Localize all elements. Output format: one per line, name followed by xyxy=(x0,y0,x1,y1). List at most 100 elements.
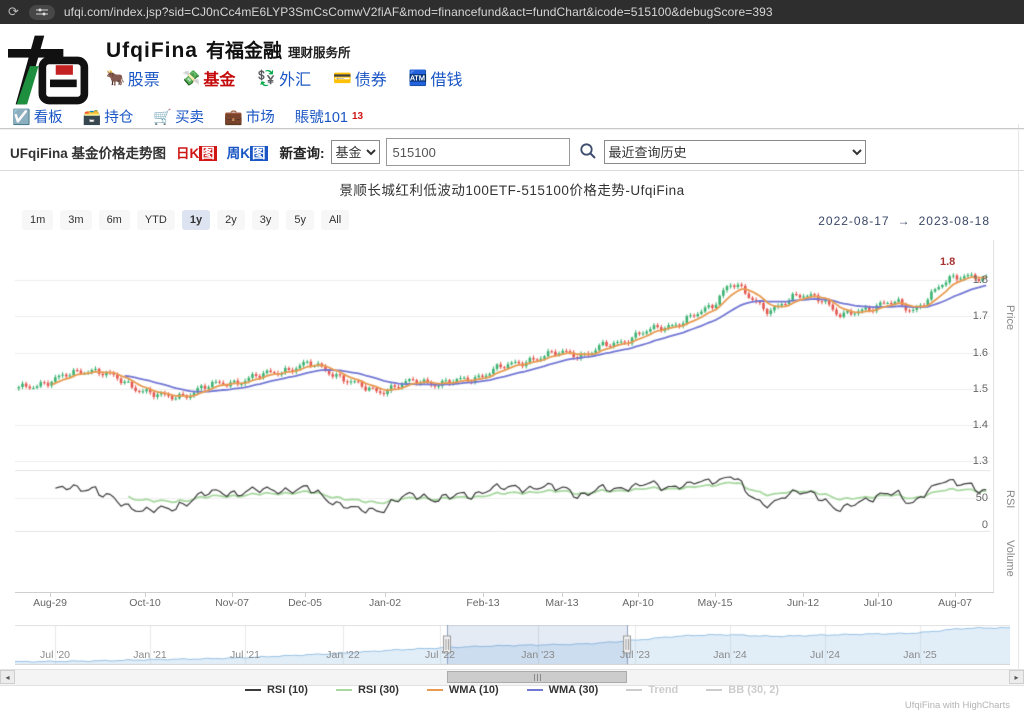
brand-tagline: 理财服务所 xyxy=(288,46,351,60)
legend-item-rsi-10-[interactable]: RSI (10) xyxy=(244,684,308,696)
x-tick-mark xyxy=(232,592,233,597)
nav-item-stocks[interactable]: 🐂 股票 xyxy=(106,66,160,90)
x-tick-label: Mar-13 xyxy=(545,597,579,609)
price-tick-label: 1.4 xyxy=(972,418,988,431)
range-button-2y[interactable]: 2y xyxy=(217,210,245,230)
nav-item-trade[interactable]: 🛒 买卖 xyxy=(153,106,204,127)
fund-code-input[interactable] xyxy=(385,138,570,166)
legend-swatch xyxy=(706,689,723,691)
price-chart-canvas[interactable] xyxy=(15,240,990,468)
legend-item-bb-30-2-[interactable]: BB (30, 2) xyxy=(706,684,779,696)
price-axis-title: Price xyxy=(1004,305,1016,331)
query-history-select[interactable]: 最近查询历史 xyxy=(603,140,866,164)
nav-item-watchboard[interactable]: ☑️ 看板 xyxy=(12,106,63,127)
brand-line: UfqiFina 有福金融 理财服务所 xyxy=(106,36,351,63)
range-button-5y[interactable]: 5y xyxy=(286,210,314,230)
nav-item-label: 借钱 xyxy=(430,72,463,89)
nav-item-forex[interactable]: 💱 外汇 xyxy=(257,66,311,90)
price-tick-label: 1.5 xyxy=(972,382,988,395)
watchboard-icon: ☑️ xyxy=(12,108,31,126)
nav-item-label: 基金 xyxy=(203,72,236,89)
legend-swatch xyxy=(244,689,261,691)
x-tick-mark xyxy=(638,592,639,597)
search-button[interactable] xyxy=(578,142,598,162)
brand-name: UfqiFina xyxy=(106,39,198,62)
daily-k-link[interactable]: 日K 图 xyxy=(176,146,217,161)
horizontal-scrollbar[interactable]: ◂ ▸ xyxy=(0,669,1024,686)
toolbar-title: UFqiFina 基金价格走势图 xyxy=(10,146,166,161)
range-button-3m[interactable]: 3m xyxy=(60,210,92,230)
site-settings-pill[interactable] xyxy=(28,4,55,20)
toolbar-divider xyxy=(0,170,1024,171)
range-button-6m[interactable]: 6m xyxy=(98,210,130,230)
tune-icon xyxy=(35,8,48,16)
date-from[interactable]: 2022-08-17 xyxy=(818,214,890,228)
x-tick-label: Oct-10 xyxy=(129,597,161,609)
scroll-left-arrow[interactable]: ◂ xyxy=(0,670,15,684)
x-tick-mark xyxy=(145,592,146,597)
x-tick-label: Jun-12 xyxy=(786,597,820,609)
x-tick-label: Nov-07 xyxy=(215,597,249,609)
x-tick-label: Aug-29 xyxy=(33,597,67,609)
nav-item-positions[interactable]: 🗃️ 持仓 xyxy=(83,106,134,127)
nav-item-market[interactable]: 💼 市场 xyxy=(224,106,275,127)
scroll-right-arrow[interactable]: ▸ xyxy=(1009,670,1024,684)
nav-item-account[interactable]: 賬號101 13 xyxy=(295,106,363,127)
navigator-tick-label: Jan '23 xyxy=(521,649,555,661)
chart-credit: UfqiFina with HighCharts xyxy=(904,700,1010,711)
range-button-ytd[interactable]: YTD xyxy=(136,210,175,230)
x-tick-mark xyxy=(878,592,879,597)
ufqi-logo[interactable] xyxy=(8,34,92,106)
x-tick-mark xyxy=(385,592,386,597)
range-button-1m[interactable]: 1m xyxy=(22,210,54,230)
range-button-3y[interactable]: 3y xyxy=(251,210,280,230)
rsi-tick-label: 50 xyxy=(975,492,988,505)
nav-item-bonds[interactable]: 💳 债券 xyxy=(333,66,387,90)
plot-right-border xyxy=(993,240,994,592)
nav-item-funds[interactable]: 💸 基金 xyxy=(182,66,236,90)
x-tick-label: Apr-10 xyxy=(622,597,654,609)
x-tick-mark xyxy=(50,592,51,597)
funds-icon: 💸 xyxy=(181,70,201,87)
x-tick-mark xyxy=(715,592,716,597)
date-to[interactable]: 2023-08-18 xyxy=(918,214,990,228)
rsi-chart-canvas[interactable] xyxy=(15,470,990,532)
refresh-icon[interactable]: ⟳ xyxy=(8,4,19,19)
bonds-icon: 💳 xyxy=(333,70,352,87)
new-query-label: 新查询: xyxy=(279,146,325,161)
legend-label: WMA (10) xyxy=(448,684,499,696)
range-button-1y[interactable]: 1y xyxy=(181,210,211,230)
navigator-tick-label: Jul '24 xyxy=(809,649,841,661)
x-tick-label: May-15 xyxy=(697,597,733,609)
nav-item-label: 债券 xyxy=(354,72,387,89)
legend-item-rsi-30-[interactable]: RSI (30) xyxy=(335,684,399,696)
rsi-axis-title: RSI xyxy=(1004,490,1016,509)
legend-swatch xyxy=(526,689,543,691)
x-tick-mark xyxy=(562,592,563,597)
legend-item-wma-30-[interactable]: WMA (30) xyxy=(526,684,598,696)
range-button-all[interactable]: All xyxy=(320,210,350,230)
x-tick-mark xyxy=(305,592,306,597)
nav-item-borrow[interactable]: 🏧 借钱 xyxy=(409,66,463,90)
legend-item-wma-10-[interactable]: WMA (10) xyxy=(426,684,499,696)
secondary-nav: ☑️ 看板 🗃️ 持仓 🛒 买卖 💼 市场 賬號101 13 xyxy=(12,106,363,127)
price-tick-label: 1.8 xyxy=(972,274,988,287)
chart-title: 景顺长城红利低波动100ETF-515100价格走势-UfqiFina xyxy=(339,183,685,198)
weekly-k-link[interactable]: 周K 图 xyxy=(226,146,268,161)
date-arrow: → xyxy=(897,214,911,228)
x-tick-label: Dec-05 xyxy=(288,597,322,609)
brand-name-cjk: 有福金融 xyxy=(206,41,283,62)
date-range[interactable]: 2022-08-17 → 2023-08-18 xyxy=(818,214,990,228)
asset-type-select[interactable]: 基金 xyxy=(330,140,380,164)
rsi-tick-label: 0 xyxy=(981,519,988,532)
stocks-icon: 🐂 xyxy=(106,70,125,87)
volume-axis-title: Volume xyxy=(1004,540,1016,577)
url-bar[interactable]: ufqi.com/index.jsp?sid=CJ0nCc4mE6LYP3SmC… xyxy=(63,5,773,19)
x-tick-mark xyxy=(955,592,956,597)
navigator-canvas[interactable] xyxy=(15,625,1010,665)
legend-item-trend[interactable]: Trend xyxy=(626,684,678,696)
scrollbar-thumb[interactable] xyxy=(447,671,627,683)
nav-item-label: 外汇 xyxy=(279,72,312,89)
nav-item-label: 看板 xyxy=(33,110,63,126)
nav-item-label: 买卖 xyxy=(175,110,205,126)
